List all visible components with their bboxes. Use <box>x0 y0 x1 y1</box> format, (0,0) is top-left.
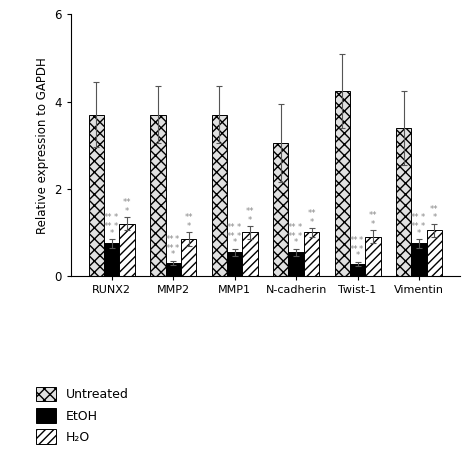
Text: *: * <box>310 218 314 227</box>
Text: **: ** <box>369 211 377 220</box>
Text: **: ** <box>288 232 297 241</box>
Text: *: * <box>171 250 175 259</box>
Text: *: * <box>359 236 364 245</box>
Legend: Untreated, EtOH, H₂O: Untreated, EtOH, H₂O <box>31 382 134 449</box>
Text: *: * <box>186 222 191 231</box>
Text: **: ** <box>165 235 174 244</box>
Text: *: * <box>298 232 302 241</box>
Text: **: ** <box>430 205 438 214</box>
Bar <box>427 230 442 276</box>
Text: *: * <box>432 213 437 222</box>
Text: *: * <box>359 245 364 254</box>
Bar <box>289 252 304 276</box>
Text: *: * <box>417 228 421 238</box>
Bar <box>365 237 381 276</box>
Text: *: * <box>109 228 114 238</box>
Text: *: * <box>248 216 252 225</box>
Text: **: ** <box>227 232 235 241</box>
Text: **: ** <box>288 223 297 232</box>
Text: **: ** <box>411 213 419 222</box>
Text: **: ** <box>104 222 112 231</box>
Text: **: ** <box>307 209 316 218</box>
Bar <box>304 232 319 276</box>
Text: *: * <box>175 244 179 253</box>
Text: *: * <box>356 251 360 260</box>
Text: *: * <box>420 222 425 231</box>
Text: **: ** <box>104 213 112 222</box>
Text: **: ** <box>184 213 193 222</box>
Text: *: * <box>371 220 375 229</box>
Text: *: * <box>113 222 118 231</box>
Bar <box>119 224 135 276</box>
Text: *: * <box>420 213 425 222</box>
Text: *: * <box>175 235 179 244</box>
Bar <box>227 252 242 276</box>
Bar <box>273 143 289 276</box>
Bar <box>396 128 411 276</box>
Text: **: ** <box>246 207 255 216</box>
Bar <box>242 232 258 276</box>
Bar <box>89 115 104 276</box>
Text: *: * <box>294 238 298 248</box>
Text: *: * <box>233 238 237 248</box>
Text: *: * <box>236 232 240 241</box>
Text: *: * <box>113 213 118 222</box>
Bar <box>335 90 350 276</box>
Y-axis label: Relative expression to GAPDH: Relative expression to GAPDH <box>36 57 49 234</box>
Text: **: ** <box>227 223 235 232</box>
Text: **: ** <box>350 245 358 254</box>
Text: **: ** <box>123 198 131 207</box>
Bar <box>411 243 427 276</box>
Bar <box>350 264 365 276</box>
Text: **: ** <box>411 222 419 231</box>
Text: *: * <box>125 207 129 216</box>
Text: **: ** <box>165 244 174 253</box>
Bar <box>212 115 227 276</box>
Bar <box>181 239 196 276</box>
Text: *: * <box>298 223 302 232</box>
Bar <box>150 115 165 276</box>
Text: **: ** <box>350 236 358 245</box>
Bar <box>104 243 119 276</box>
Bar <box>165 263 181 276</box>
Text: *: * <box>236 223 240 232</box>
